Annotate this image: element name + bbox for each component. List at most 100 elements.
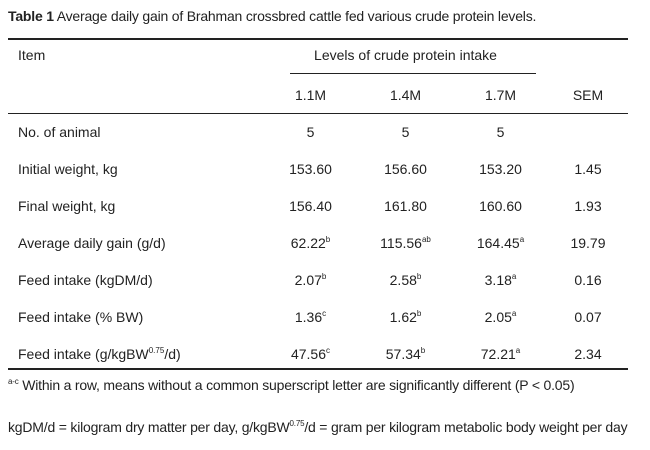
cell-value: 153.20 — [479, 160, 522, 177]
row-label: Feed intake (kgDM/d) — [8, 261, 263, 298]
column-header: SEM — [572, 86, 604, 103]
value-cell: 160.60 — [453, 187, 548, 224]
value-cell: 47.56c — [263, 335, 358, 372]
cell-value: 5 — [401, 123, 410, 140]
cell-value: 161.80 — [384, 197, 427, 214]
row-label: Feed intake (% BW) — [8, 298, 263, 335]
significance-superscript: b — [420, 345, 426, 355]
significance-superscript: b — [321, 271, 327, 281]
cell-value: 153.60 — [289, 160, 332, 177]
abbreviation-footnote: kgDM/d = kilogram dry matter per day, g/… — [8, 419, 628, 435]
cell-value: 57.34 — [385, 345, 421, 362]
sem-cell: 0.07 — [574, 308, 602, 325]
column-header: 1.4M — [389, 86, 422, 103]
table-caption: Table 1 Average daily gain of Brahman cr… — [8, 8, 628, 24]
group-underline — [290, 73, 536, 74]
footnote-text: Within a row, means without a common sup… — [18, 377, 575, 393]
table-row: Average daily gain (g/d) 62.22b 115.56ab 16… — [8, 224, 628, 261]
group-header: Levels of crude protein intake — [314, 47, 497, 63]
row-label-text: Final weight, kg — [18, 197, 116, 214]
value-cell: 156.60 — [358, 150, 453, 187]
row-label: Average daily gain (g/d) — [8, 224, 263, 261]
value-cell: 161.80 — [358, 187, 453, 224]
row-label-text: Feed intake (kgDM/d) — [18, 271, 153, 288]
significance-footnote: a-c Within a row, means without a common… — [8, 377, 575, 393]
bottom-rule — [8, 368, 628, 370]
table-number: Table 1 — [8, 8, 54, 24]
abbreviation-text-end: /d = gram per kilogram metabolic body we… — [304, 419, 628, 435]
sem-cell: 1.45 — [574, 160, 602, 177]
cell-value: 115.56 — [380, 234, 422, 251]
value-cell: 164.45a — [453, 224, 548, 261]
sem-cell: 2.34 — [574, 345, 602, 362]
cell-value: 164.45 — [476, 234, 520, 251]
value-cell: 5 — [453, 113, 548, 150]
value-cell: 115.56ab — [358, 224, 453, 261]
value-cell: 5 — [358, 113, 453, 150]
value-cell: 153.60 — [263, 150, 358, 187]
value-cell: 62.22b — [263, 224, 358, 261]
significance-superscript: b — [416, 308, 422, 318]
significance-superscript: ab — [421, 234, 431, 244]
row-label-text: Feed intake (% BW) — [18, 308, 144, 325]
cell-value: 160.60 — [479, 197, 522, 214]
row-label-text: No. of animal — [18, 123, 101, 140]
row-label-end: /d) — [164, 345, 181, 362]
row-label-text: Feed intake (g/kgBW — [18, 345, 149, 362]
significance-superscript: c — [326, 345, 331, 355]
footnote-superscript: a-c — [8, 377, 19, 386]
row-label-text: Average daily gain (g/d) — [18, 234, 166, 251]
significance-superscript: b — [325, 234, 331, 244]
value-cell: 2.07b — [263, 261, 358, 298]
cell-value: 156.60 — [384, 160, 427, 177]
significance-superscript: a — [511, 271, 517, 281]
value-cell: 3.18a — [453, 261, 548, 298]
row-label: No. of animal — [8, 113, 263, 150]
column-header: 1.1M — [294, 86, 327, 103]
cell-value: 1.62 — [389, 308, 417, 325]
sem-cell: 1.93 — [574, 197, 602, 214]
data-table: Item Levels of crude protein intake 1.1M… — [8, 40, 628, 372]
cell-value: 156.40 — [289, 197, 332, 214]
significance-superscript: c — [322, 308, 327, 318]
significance-superscript: b — [416, 271, 422, 281]
header-row-top: Item Levels of crude protein intake — [8, 40, 628, 76]
row-label: Final weight, kg — [8, 187, 263, 224]
table-row: Final weight, kg 156.40 161.80 160.60 1.93 — [8, 187, 628, 224]
item-header: Item — [18, 47, 46, 63]
table-row: Feed intake (kgDM/d) 2.07b 2.58b 3.18a 0.16 — [8, 261, 628, 298]
significance-superscript: a — [511, 308, 517, 318]
value-cell: 5 — [263, 113, 358, 150]
value-cell: 153.20 — [453, 150, 548, 187]
value-cell: 156.40 — [263, 187, 358, 224]
top-rule — [8, 38, 628, 40]
sem-cell: 19.79 — [570, 234, 606, 251]
cell-value: 1.36 — [294, 308, 323, 325]
cell-value: 72.21 — [480, 345, 516, 362]
abbreviation-superscript: 0.75 — [289, 419, 305, 428]
row-label: Feed intake (g/kgBW0.75/d) — [8, 335, 263, 372]
table-row: Feed intake (% BW) 1.36c 1.62b 2.05a 0.07 — [8, 298, 628, 335]
cell-value: 3.18 — [484, 271, 512, 288]
cell-value: 5 — [496, 123, 505, 140]
significance-superscript: a — [519, 234, 525, 244]
row-label-text: Initial weight, kg — [18, 160, 118, 177]
caption-end: . — [532, 8, 537, 24]
cell-value: 5 — [306, 123, 315, 140]
value-cell: 1.62b — [358, 298, 453, 335]
value-cell: 57.34b — [358, 335, 453, 372]
header-bottom-rule — [8, 113, 628, 114]
significance-superscript: a — [515, 345, 521, 355]
value-cell: 72.21a — [453, 335, 548, 372]
cell-value: 62.22 — [290, 234, 326, 251]
cell-value: 2.07 — [294, 271, 322, 288]
table-row: Feed intake (g/kgBW0.75/d) 47.56c 57.34b 72… — [8, 335, 628, 372]
value-cell: 1.36c — [263, 298, 358, 335]
header-row-columns: 1.1M 1.4M 1.7M SEM — [8, 76, 628, 113]
row-label: Initial weight, kg — [8, 150, 263, 187]
value-cell: 2.05a — [453, 298, 548, 335]
table-row: Initial weight, kg 153.60 156.60 153.20 1.45 — [8, 150, 628, 187]
table-row: No. of animal 5 5 5 — [8, 113, 628, 150]
abbreviation-text: kgDM/d = kilogram dry matter per day, g/… — [8, 419, 290, 435]
sem-cell — [548, 113, 628, 150]
